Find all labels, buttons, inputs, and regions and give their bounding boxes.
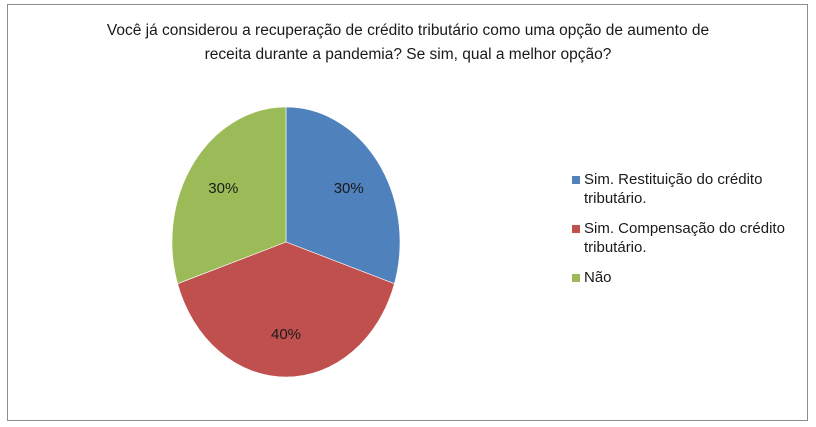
legend-swatch-3 — [572, 274, 580, 282]
legend-swatch-1 — [572, 176, 580, 184]
legend-label-3: Não — [584, 269, 612, 286]
legend-swatch-2 — [572, 225, 580, 233]
pie-slice-3 — [171, 106, 287, 285]
legend-label-2: Sim. Compensação do crédito tributário. — [584, 220, 785, 256]
legend-item-3: Não — [572, 268, 804, 287]
pie-slice-1 — [285, 106, 401, 285]
legend-label-1: Sim. Restituição do crédito tributário. — [584, 171, 763, 207]
legend: Sim. Restituição do crédito tributário. S… — [572, 170, 804, 298]
legend-item-1: Sim. Restituição do crédito tributário. — [572, 170, 804, 208]
chart-area — [7, 4, 808, 421]
data-label-3: 30% — [208, 180, 238, 197]
chart-title: Você já considerou a recuperação de créd… — [106, 22, 710, 63]
data-label-2: 40% — [271, 326, 301, 343]
pie-slice-2 — [177, 241, 395, 378]
legend-item-2: Sim. Compensação do crédito tributário. — [572, 219, 804, 257]
data-label-1: 30% — [334, 180, 364, 197]
